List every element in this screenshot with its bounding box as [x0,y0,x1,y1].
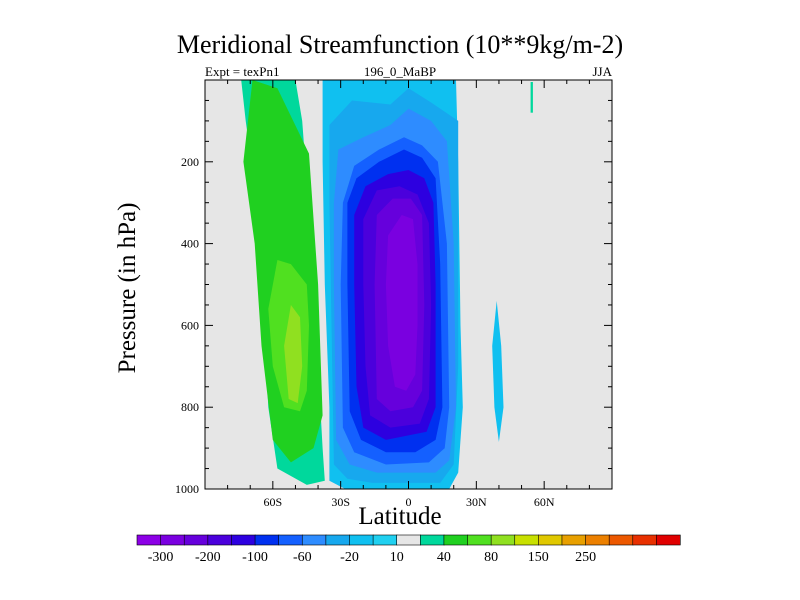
x-tick-label: 30N [466,495,487,509]
season-label: JJA [592,64,612,79]
colorbar-swatch [490,534,516,546]
colorbar-swatch [254,534,280,546]
colorbar-swatch [656,534,681,546]
colorbar-swatch [632,534,657,546]
colorbar-swatch [608,534,634,546]
colorbar-swatch [419,534,445,546]
contour-upper-thin-mark [530,82,533,113]
period-label: 196_0_MaBP [363,64,437,79]
colorbar-swatch [349,534,374,546]
colorbar: -300 -200 -100 -60 -20 10 40 80 150 250 [136,534,681,565]
contour-fills [216,80,533,489]
axis-ticks: 60S 30S 0 30N 60N 200 400 600 800 1000 [175,80,612,509]
colorbar-label: -200 [195,550,221,565]
colorbar-swatch [160,534,185,546]
colorbar-swatch [514,534,539,546]
x-tick-label: 30S [331,495,350,509]
colorbar-label: 80 [484,550,498,565]
contour-sub-tropical-lobe [492,300,504,442]
colorbar-swatch [396,534,421,546]
colorbar-label: 10 [390,550,404,565]
colorbar-swatch [443,534,469,546]
colorbar-swatch [207,534,233,546]
y-tick-label: 400 [181,237,199,251]
contour-nh-cell-l9 [385,215,418,391]
y-tick-label: 800 [181,400,199,414]
colorbar-swatch [325,534,351,546]
y-tick-label: 1000 [175,482,199,496]
colorbar-label: 150 [528,550,549,565]
colorbar-label: 250 [575,550,596,565]
x-tick-label: 60N [534,495,555,509]
colorbar-label: -60 [293,550,312,565]
colorbar-swatch [561,534,587,546]
colorbar-label: 40 [437,550,451,565]
colorbar-swatch [231,534,256,546]
x-axis-label: Latitude [358,503,442,530]
colorbar-label: -100 [242,550,268,565]
colorbar-swatch [183,534,209,546]
x-tick-label: 0 [406,495,412,509]
x-tick-label: 60S [263,495,282,509]
contour-sh-cell-peak [284,305,303,404]
colorbar-label: -20 [340,550,359,565]
colorbar-swatch [278,534,303,546]
colorbar-swatch [467,534,492,546]
colorbar-swatch [136,534,162,546]
y-tick-label: 200 [181,155,199,169]
colorbar-swatch [372,534,398,546]
colorbar-swatch [301,534,327,546]
colorbar-label: -300 [148,550,174,565]
colorbar-swatch [585,534,610,546]
chart-title: Meridional Streamfunction (10**9kg/m-2) [176,30,624,59]
experiment-label: Expt = texPn1 [205,64,280,79]
colorbar-swatch [538,534,563,546]
y-tick-label: 600 [181,318,199,332]
